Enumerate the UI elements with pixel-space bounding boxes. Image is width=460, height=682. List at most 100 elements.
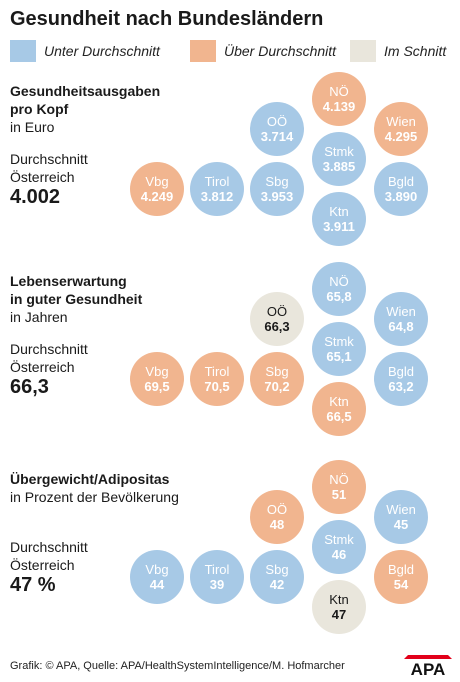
state-bubble: Ktn 47 [312,580,366,634]
state-value: 69,5 [144,378,170,394]
state-bubble: Tirol 39 [190,550,244,604]
state-bubble: OÖ 48 [250,490,304,544]
state-bubble: Bgld 63,2 [374,352,428,406]
state-bubble: Tirol 70,5 [190,352,244,406]
state-value: 44 [149,576,165,592]
state-value: 42 [269,576,285,592]
state-bubble: Tirol 3.812 [190,162,244,216]
panel-title-line: Lebenserwartung [10,273,127,289]
state-name: Tirol [204,561,230,577]
state-name: Sbg [265,561,289,577]
state-value: 47 [331,606,347,622]
legend-label-below: Unter Durchschnitt [44,43,160,59]
state-bubble: Sbg 70,2 [250,352,304,406]
average-label-line: Österreich [10,557,75,573]
state-value: 3.911 [323,218,355,234]
average-label-line: Österreich [10,359,75,375]
state-value: 3.890 [384,188,418,204]
state-name: Tirol [204,173,230,189]
state-value: 3.714 [260,128,294,144]
state-name: Vbg [145,173,169,189]
state-bubble: Wien 4.295 [374,102,428,156]
legend-swatch-above [190,40,216,62]
average-label: Durchschnitt Österreich [10,538,130,574]
state-bubble: Vbg 44 [130,550,184,604]
state-value: 45 [393,516,409,532]
panel-title-line: in guter Gesundheit [10,291,143,307]
state-name: Sbg [265,363,289,379]
legend-swatch-avg [350,40,376,62]
state-value: 64,8 [388,318,414,334]
state-value: 65,1 [326,348,352,364]
state-value: 54 [393,576,409,592]
state-value: 4.139 [322,98,356,114]
state-value: 66,5 [326,408,352,424]
state-value: 4.295 [384,128,418,144]
state-name: Stmk [324,531,354,547]
panel-title-line: Gesundheitsausgaben [10,83,161,99]
state-name: Stmk [324,143,354,159]
state-bubble: Sbg 3.953 [250,162,304,216]
state-name: Ktn [329,591,349,607]
state-value: 39 [209,576,225,592]
chart-title: Gesundheit nach Bundesländern [10,8,324,30]
state-bubble: OÖ 3.714 [250,102,304,156]
state-name: Wien [386,501,416,517]
state-bubble: Vbg 4.249 [130,162,184,216]
average-label-line: Durchschnitt [10,341,88,357]
state-value: 70,5 [204,378,230,394]
average-value: 47 % [10,574,56,596]
average-label: Durchschnitt Österreich [10,340,130,376]
state-name: NÖ [329,471,349,487]
state-bubble: Stmk 3.885 [312,132,366,186]
state-bubble: Wien 45 [374,490,428,544]
state-name: NÖ [329,83,349,99]
state-name: Bgld [387,561,415,577]
panel-heading: Übergewicht/Adipositas in Prozent der Bev… [10,470,200,506]
panel-title-line: pro Kopf [10,101,69,117]
average-label-line: Durchschnitt [10,539,88,555]
average-value: 66,3 [10,376,49,398]
state-bubble: Sbg 42 [250,550,304,604]
state-bubble: Ktn 3.911 [312,192,366,246]
state-bubble: Wien 64,8 [374,292,428,346]
panel-unit: in Prozent der Bevölkerung [10,489,179,505]
state-value: 63,2 [388,378,414,394]
legend-item-avg: Im Schnitt [350,40,446,62]
state-value: 70,2 [264,378,290,394]
state-value: 51 [331,486,347,502]
panel-unit: in Euro [10,119,55,135]
state-bubble: Ktn 66,5 [312,382,366,436]
average-label: Durchschnitt Österreich [10,150,130,186]
state-name: Tirol [204,363,230,379]
state-name: Bgld [387,173,415,189]
apa-logo-text: APA [411,660,446,677]
state-name: Vbg [145,561,169,577]
state-bubble: NÖ 4.139 [312,72,366,126]
panel-unit: in Jahren [10,309,68,325]
state-name: Ktn [329,203,349,219]
average-label-line: Österreich [10,169,75,185]
state-bubble: Vbg 69,5 [130,352,184,406]
state-name: Wien [386,113,416,129]
state-name: NÖ [329,273,349,289]
state-bubble: OÖ 66,3 [250,292,304,346]
state-bubble: NÖ 65,8 [312,262,366,316]
state-bubble: Bgld 54 [374,550,428,604]
apa-logo: APA [404,655,452,677]
panel-heading: Gesundheitsausgaben pro Kopf in Euro [10,82,200,136]
state-name: Bgld [387,363,415,379]
state-value: 48 [269,516,285,532]
state-name: OÖ [266,113,288,129]
state-bubble: Bgld 3.890 [374,162,428,216]
state-bubble: Stmk 65,1 [312,322,366,376]
legend-item-below: Unter Durchschnitt [10,40,160,62]
state-name: Stmk [324,333,354,349]
state-name: OÖ [266,303,288,319]
panel-title-line: Übergewicht/Adipositas [10,471,170,487]
state-name: OÖ [266,501,288,517]
legend-swatch-below [10,40,36,62]
state-value: 65,8 [326,288,352,304]
state-bubble: NÖ 51 [312,460,366,514]
state-value: 46 [331,546,347,562]
